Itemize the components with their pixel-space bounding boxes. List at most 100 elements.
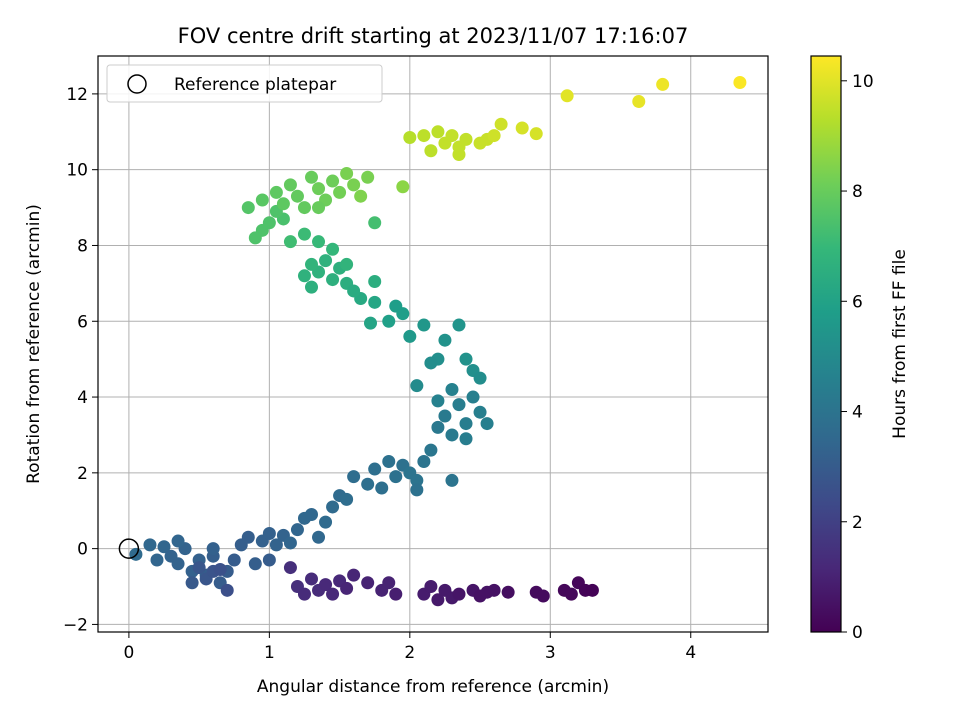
y-tick-label: 10 xyxy=(66,161,88,181)
x-axis-label: Angular distance from reference (arcmin) xyxy=(257,677,609,697)
data-point xyxy=(473,405,487,419)
legend: Reference platepar xyxy=(106,64,383,103)
data-point xyxy=(389,470,403,484)
data-point xyxy=(515,121,529,135)
data-point xyxy=(459,352,473,366)
data-point xyxy=(452,398,466,412)
data-point xyxy=(269,185,283,199)
y-tick-label: 6 xyxy=(77,312,88,332)
data-point xyxy=(333,185,347,199)
data-point xyxy=(171,557,185,571)
data-point xyxy=(326,242,340,256)
data-point xyxy=(150,553,164,567)
data-point xyxy=(417,318,431,332)
data-point xyxy=(347,568,361,582)
data-point xyxy=(396,180,410,194)
y-tick-label: 12 xyxy=(66,85,88,105)
legend-box xyxy=(106,64,383,103)
data-point xyxy=(241,530,255,544)
data-point xyxy=(417,129,431,143)
x-tick-label: 0 xyxy=(123,643,134,663)
data-point xyxy=(347,470,361,484)
data-point xyxy=(340,257,354,271)
data-point xyxy=(459,132,473,146)
data-point xyxy=(255,193,269,207)
data-point xyxy=(206,542,220,556)
data-point xyxy=(220,583,234,597)
data-point xyxy=(431,420,445,434)
y-tick-label: 2 xyxy=(77,464,88,484)
data-points xyxy=(129,76,747,607)
legend-label: Reference platepar xyxy=(174,75,336,95)
data-point xyxy=(241,201,255,215)
colorbar-label: Hours from first FF file xyxy=(890,249,910,439)
data-point xyxy=(438,333,452,347)
data-point xyxy=(305,280,319,294)
data-point xyxy=(361,477,375,491)
data-point xyxy=(375,481,389,495)
data-point xyxy=(269,538,283,552)
data-point xyxy=(473,371,487,385)
data-point xyxy=(347,284,361,298)
data-point xyxy=(312,530,326,544)
colorbar-frame xyxy=(810,55,842,633)
data-point xyxy=(363,316,377,330)
data-point xyxy=(424,443,438,457)
data-point xyxy=(262,216,276,230)
x-tick-label: 1 xyxy=(264,643,275,663)
data-point xyxy=(410,379,424,393)
data-point xyxy=(283,561,297,575)
chart-title: FOV centre drift starting at 2023/11/07 … xyxy=(178,24,689,48)
data-point xyxy=(305,508,319,522)
data-point xyxy=(585,583,599,597)
data-point xyxy=(445,473,459,487)
data-point xyxy=(262,553,276,567)
data-point xyxy=(368,274,382,288)
data-point xyxy=(319,578,333,592)
data-point xyxy=(361,576,375,590)
data-point xyxy=(452,148,466,162)
data-point xyxy=(424,580,438,594)
x-axis-ticks: 0 1 2 3 4 xyxy=(123,632,696,663)
colorbar-tick-label: 0 xyxy=(852,623,863,643)
data-point xyxy=(340,166,354,180)
data-point xyxy=(297,201,311,215)
data-point xyxy=(564,587,578,601)
data-point xyxy=(480,417,494,431)
data-point xyxy=(368,295,382,309)
data-point xyxy=(171,534,185,548)
y-tick-label: 0 xyxy=(77,540,88,560)
data-point xyxy=(361,170,375,184)
data-point xyxy=(396,307,410,321)
data-point xyxy=(290,523,304,537)
data-point xyxy=(262,526,276,540)
data-point xyxy=(185,576,199,590)
data-point xyxy=(283,536,297,550)
data-point xyxy=(319,515,333,529)
colorbar-tick-label: 4 xyxy=(852,403,863,423)
data-point xyxy=(297,587,311,601)
data-point xyxy=(248,231,262,245)
data-point xyxy=(403,329,417,343)
reference-marker-layer xyxy=(118,538,140,559)
data-point xyxy=(312,182,326,196)
data-point xyxy=(157,540,171,554)
colorbar-tick-label: 8 xyxy=(852,182,863,202)
data-point xyxy=(424,356,438,370)
x-tick-label: 3 xyxy=(545,643,556,663)
data-point xyxy=(389,587,403,601)
data-point xyxy=(445,129,459,143)
data-point xyxy=(368,462,382,476)
data-point xyxy=(459,417,473,431)
y-axis-ticks: −2 0 2 4 6 8 10 12 xyxy=(63,85,98,635)
data-point xyxy=(326,587,340,601)
data-point xyxy=(305,572,319,586)
data-point xyxy=(283,178,297,192)
data-point xyxy=(319,254,333,268)
data-point xyxy=(656,77,670,91)
data-point xyxy=(487,583,501,597)
data-point xyxy=(452,587,466,601)
data-point xyxy=(445,428,459,442)
data-point xyxy=(382,314,396,328)
data-point xyxy=(410,483,424,497)
